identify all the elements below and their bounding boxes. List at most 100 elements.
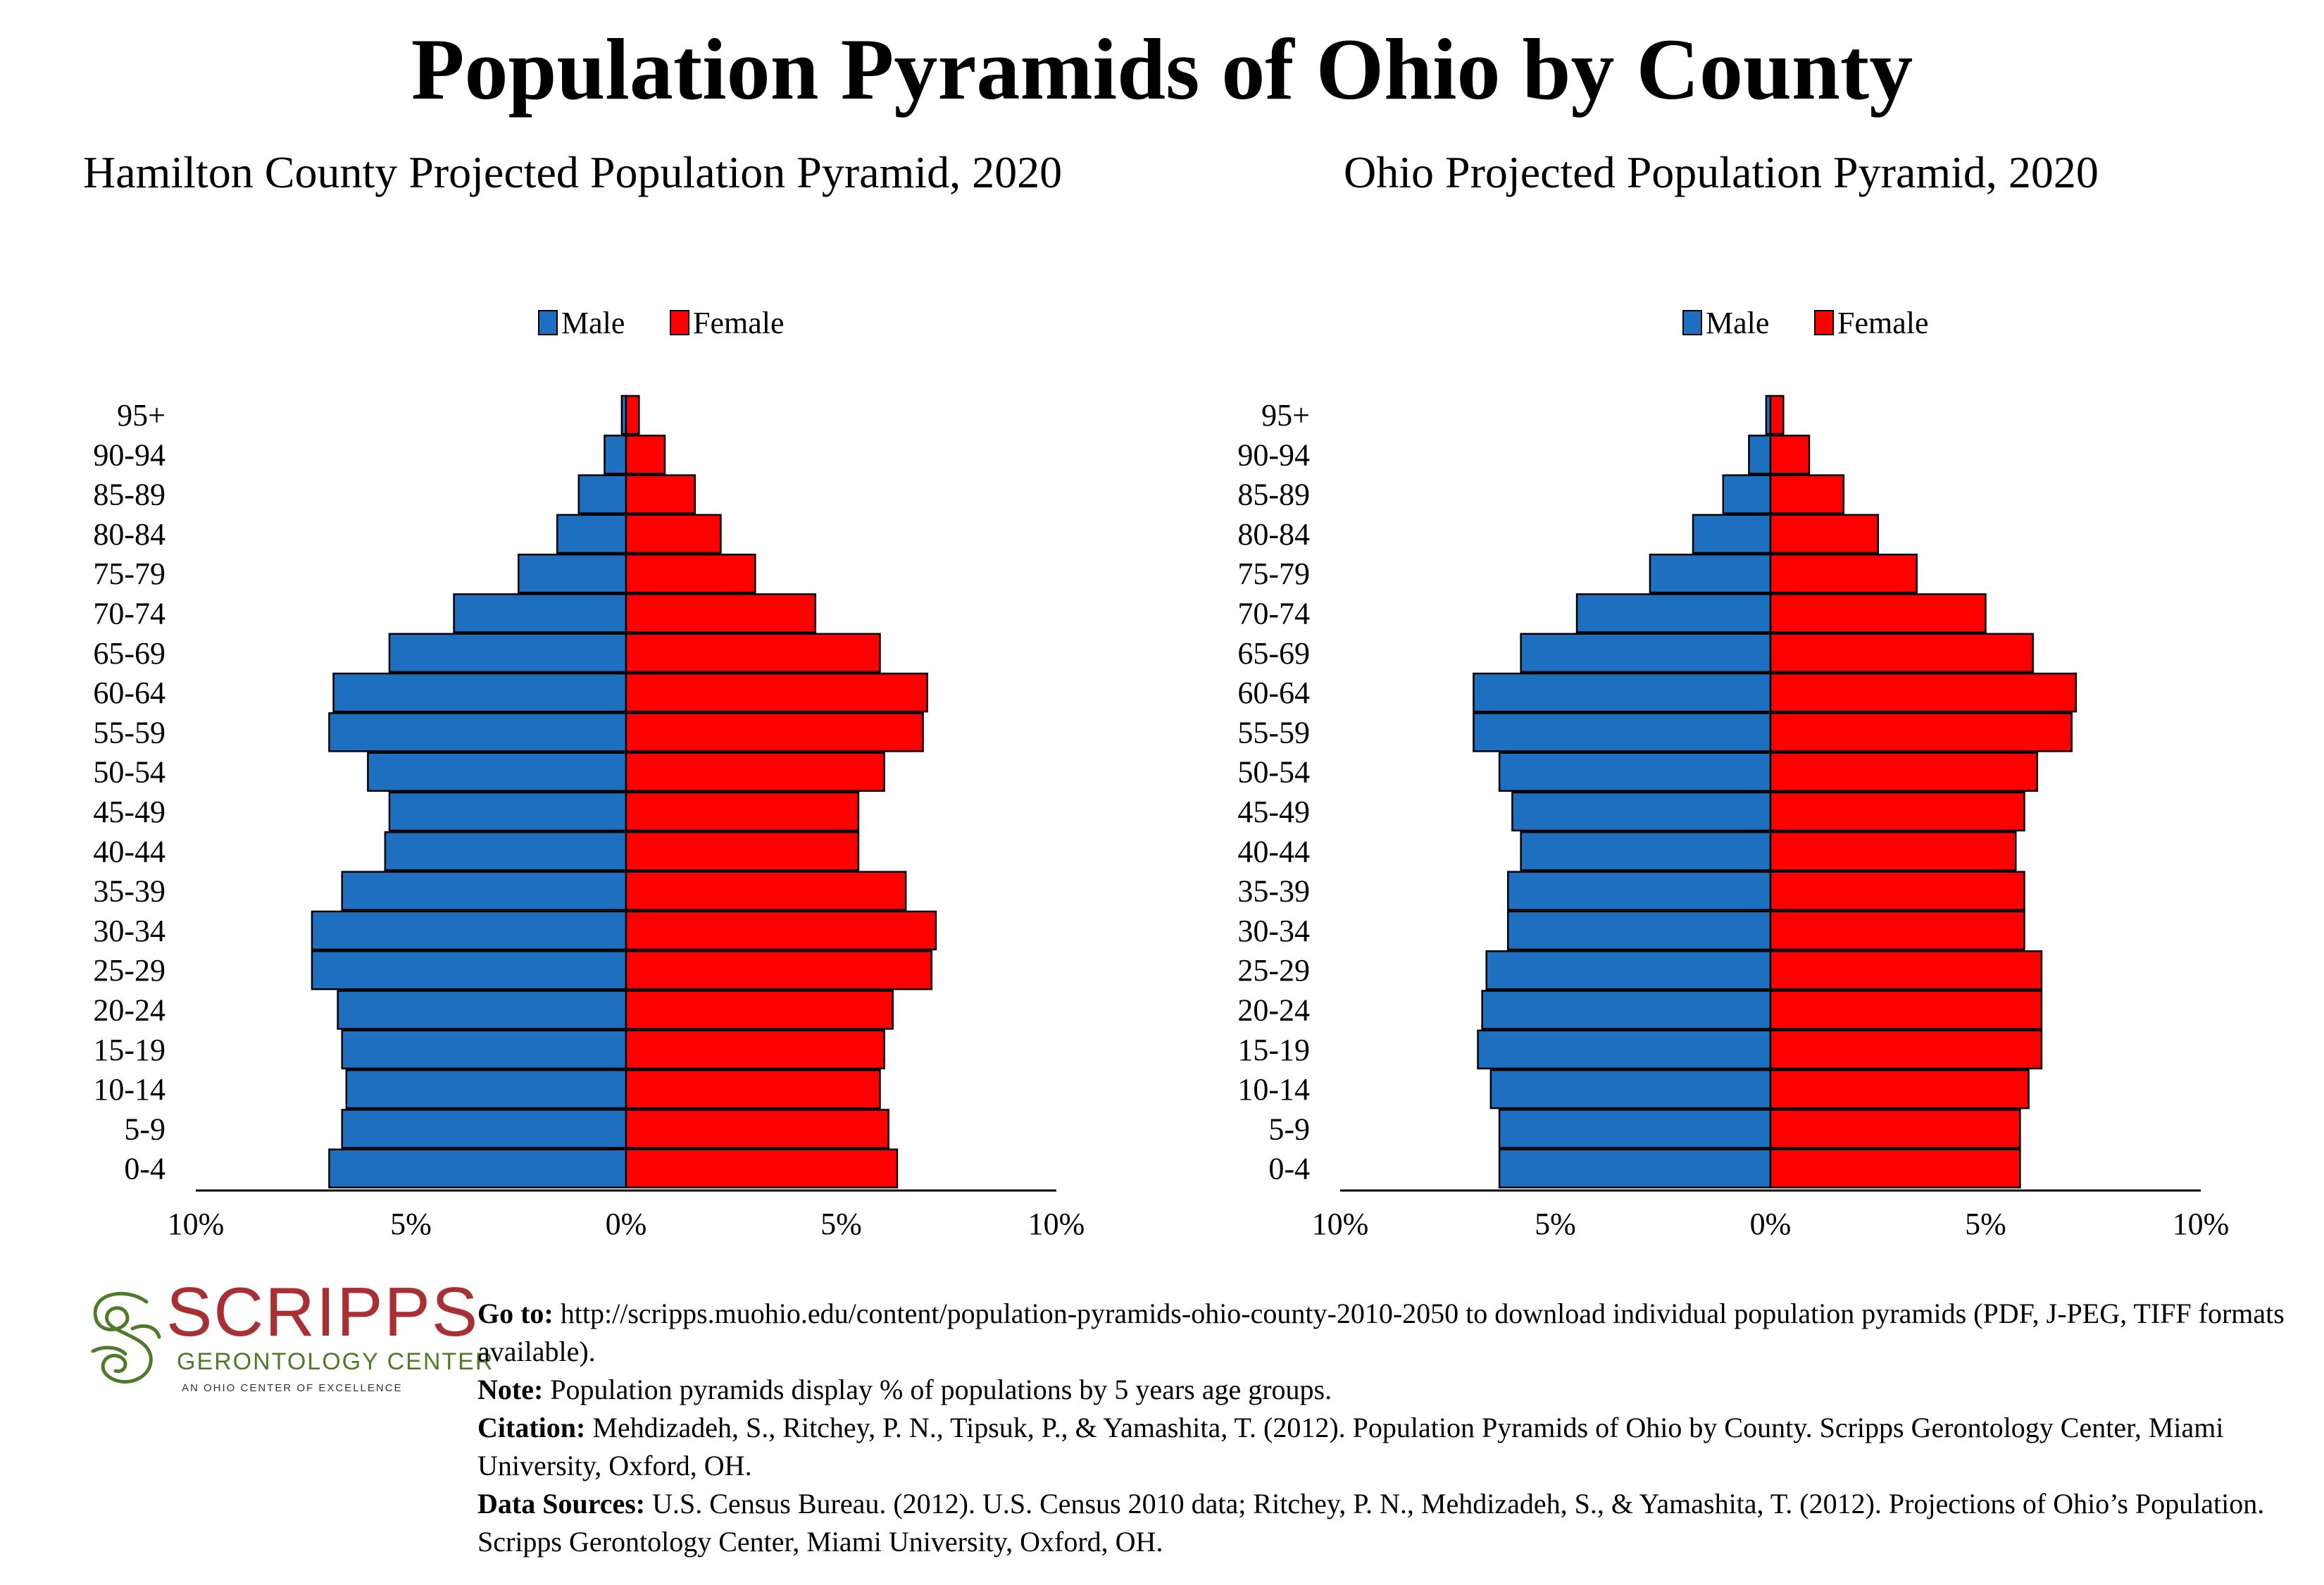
x-tick-label-1: 5%	[390, 1207, 432, 1241]
bar-female-80-84	[1769, 514, 1879, 554]
goto-text: http://scripps.muohio.edu/content/popula…	[477, 1298, 2285, 1367]
bar-male-25-29	[311, 950, 627, 990]
age-label-70-74: 70-74	[1237, 597, 1310, 631]
bar-male-35-39	[1507, 871, 1772, 911]
bar-female-40-44	[625, 831, 860, 871]
citation-text: Mehdizadeh, S., Ritchey, P. N., Tipsuk, …	[477, 1412, 2224, 1481]
bar-female-70-74	[625, 593, 817, 633]
age-label-50-54: 50-54	[93, 755, 165, 790]
age-label-60-64: 60-64	[93, 676, 165, 710]
age-label-15-19: 15-19	[93, 1033, 165, 1067]
age-label-65-69: 65-69	[93, 636, 165, 671]
age-label-85-89: 85-89	[1237, 478, 1310, 512]
citation-label: Citation:	[477, 1412, 586, 1443]
bar-male-15-19	[1477, 1029, 1772, 1070]
bar-female-75-79	[1769, 553, 1918, 594]
bar-female-5-9	[625, 1109, 889, 1149]
age-label-45-49: 45-49	[93, 795, 165, 829]
ohio-pyramid-chart: Male Female 95+ 90-94 85-89 80-84 75-79 70-74 65…	[1237, 306, 2230, 1241]
bar-male-35-39	[341, 871, 627, 911]
bar-female-65-69	[625, 633, 881, 673]
bar-male-90-94	[604, 435, 627, 475]
bar-male-80-84	[556, 514, 627, 554]
bar-male-55-59	[1473, 712, 1772, 752]
bar-male-30-34	[311, 910, 627, 951]
legend: Male Female	[1682, 306, 1929, 340]
footer-goto: Go to: http://scripps.muohio.edu/content…	[477, 1295, 2309, 1371]
age-label-0-4: 0-4	[124, 1152, 165, 1186]
bar-female-20-24	[625, 990, 894, 1030]
bar-female-45-49	[625, 791, 860, 832]
ohio-chart-title: Ohio Projected Population Pyramid, 2020	[1344, 147, 2099, 197]
sources-text: U.S. Census Bureau. (2012). U.S. Census …	[477, 1488, 2265, 1558]
age-label-80-84: 80-84	[93, 517, 165, 552]
age-label-95+: 95+	[1261, 398, 1310, 433]
bar-male-90-94	[1748, 435, 1772, 475]
age-label-95+: 95+	[117, 398, 165, 433]
bar-male-50-54	[1498, 752, 1772, 792]
bar-female-20-24	[1769, 990, 2043, 1030]
bar-female-90-94	[625, 435, 666, 475]
age-label-35-39: 35-39	[1237, 874, 1310, 909]
bar-female-10-14	[625, 1069, 881, 1110]
legend-male-label: Male	[561, 306, 625, 340]
x-tick-label-2: 0%	[1750, 1207, 1792, 1241]
page-title: Population Pyramids of Ohio by County	[411, 21, 1913, 118]
age-label-75-79: 75-79	[93, 557, 165, 591]
footer-citation: Citation: Mehdizadeh, S., Ritchey, P. N.…	[477, 1409, 2309, 1485]
legend-male-swatch	[1682, 310, 1702, 335]
bar-female-30-34	[1769, 910, 2025, 951]
age-label-25-29: 25-29	[1237, 953, 1310, 988]
age-label-55-59: 55-59	[1237, 715, 1310, 750]
bar-male-55-59	[328, 712, 627, 752]
bar-male-20-24	[337, 990, 627, 1030]
bar-female-30-34	[625, 910, 937, 951]
bar-male-65-69	[1520, 633, 1772, 673]
bar-female-85-89	[625, 474, 696, 514]
bar-female-65-69	[1769, 633, 2034, 673]
bar-male-0-4	[328, 1148, 627, 1188]
bar-female-70-74	[1769, 593, 1987, 633]
note-label: Note:	[477, 1374, 544, 1405]
bar-male-75-79	[1649, 553, 1772, 594]
age-label-35-39: 35-39	[93, 874, 165, 909]
bar-male-60-64	[1473, 672, 1772, 713]
bar-male-65-69	[388, 633, 627, 673]
bar-male-30-34	[1507, 910, 1772, 951]
age-label-90-94: 90-94	[1237, 437, 1310, 472]
bar-female-15-19	[625, 1029, 885, 1070]
x-tick-label-0: 10%	[1312, 1207, 1369, 1241]
hamilton-chart-title: Hamilton County Projected Population Pyr…	[83, 147, 1063, 197]
age-label-65-69: 65-69	[1237, 636, 1310, 671]
age-label-80-84: 80-84	[1237, 517, 1310, 552]
bar-male-80-84	[1692, 514, 1772, 554]
age-label-40-44: 40-44	[1237, 834, 1310, 869]
x-tick-label-4: 10%	[2173, 1207, 2230, 1241]
bar-female-95+	[625, 394, 640, 435]
bar-male-20-24	[1481, 990, 1772, 1030]
legend-female-swatch	[670, 310, 689, 335]
age-label-20-24: 20-24	[1237, 993, 1310, 1028]
bar-male-25-29	[1485, 950, 1772, 990]
bar-female-0-4	[625, 1148, 899, 1188]
bar-male-5-9	[1498, 1109, 1772, 1149]
bar-female-60-64	[625, 672, 928, 713]
bar-female-75-79	[625, 553, 756, 594]
bar-female-15-19	[1769, 1029, 2043, 1070]
bar-female-95+	[1769, 394, 1785, 435]
age-label-85-89: 85-89	[93, 478, 165, 512]
bar-male-40-44	[384, 831, 627, 871]
bar-male-85-89	[1722, 474, 1772, 514]
age-label-0-4: 0-4	[1268, 1152, 1310, 1186]
footer-sources: Data Sources: U.S. Census Bureau. (2012)…	[477, 1485, 2309, 1561]
bar-male-70-74	[1575, 593, 1772, 633]
age-label-40-44: 40-44	[93, 834, 165, 869]
bar-male-50-54	[367, 752, 627, 792]
age-label-25-29: 25-29	[93, 953, 165, 988]
x-tick-label-3: 5%	[1965, 1207, 2006, 1241]
age-label-75-79: 75-79	[1237, 557, 1310, 591]
bar-female-0-4	[1769, 1148, 2021, 1188]
bar-female-55-59	[625, 712, 924, 752]
bar-female-80-84	[625, 514, 722, 554]
bar-male-0-4	[1498, 1148, 1772, 1188]
